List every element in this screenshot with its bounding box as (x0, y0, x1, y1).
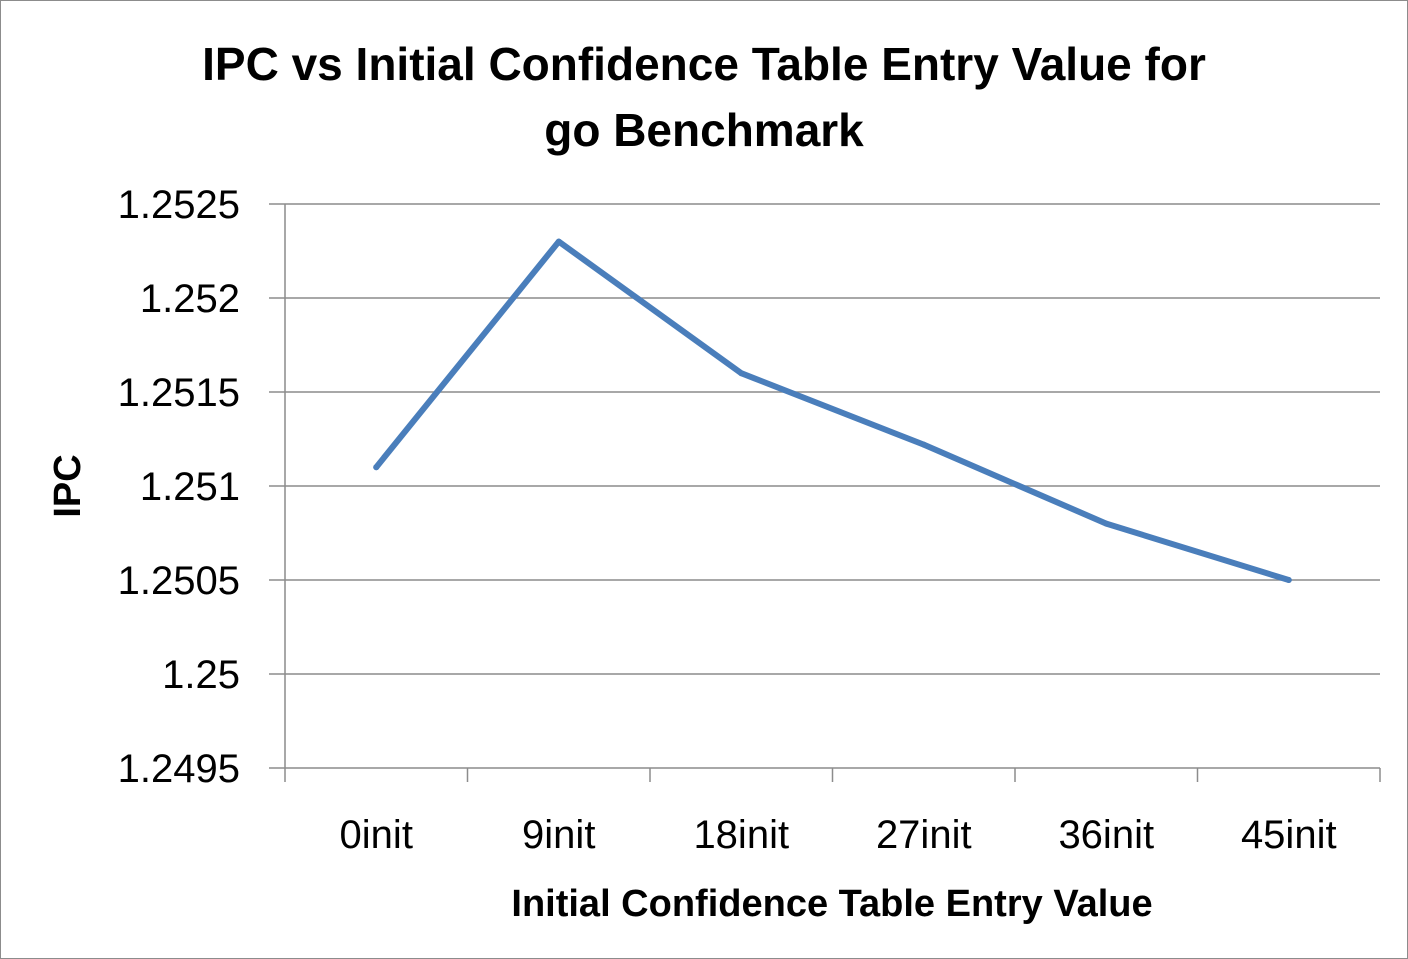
data-point (920, 441, 927, 448)
data-point (373, 464, 380, 471)
series-line (373, 238, 1292, 583)
x-tick-label: 0init (340, 813, 413, 857)
x-tick-label: 45init (1241, 813, 1337, 857)
y-tick-label: 1.251 (140, 465, 240, 509)
data-point (555, 238, 562, 245)
y-tick-label: 1.2515 (118, 371, 240, 415)
x-tick-label: 9init (522, 813, 595, 857)
y-tick-label: 1.25 (162, 653, 240, 697)
y-axis-title: IPC (47, 454, 89, 517)
chart-title-line-1: IPC vs Initial Confidence Table Entry Va… (202, 38, 1206, 90)
series (373, 238, 1292, 583)
x-tick-label: 18init (693, 813, 789, 857)
y-tick-label: 1.2525 (118, 183, 240, 227)
x-axis-title: Initial Confidence Table Entry Value (511, 883, 1152, 925)
data-point (1103, 520, 1110, 527)
chart-title-line-2: go Benchmark (544, 104, 864, 156)
y-tick-label: 1.2505 (118, 559, 240, 603)
x-tick-label: 27init (876, 813, 972, 857)
axes (269, 203, 1381, 782)
y-tick-label: 1.252 (140, 277, 240, 321)
data-point (738, 370, 745, 377)
x-tick-label: 36init (1058, 813, 1154, 857)
data-point (1285, 577, 1292, 583)
y-tick-labels: 1.2495 1.25 1.2505 1.251 1.2515 1.252 1.2525 (118, 183, 240, 791)
y-tick-label: 1.2495 (118, 747, 240, 791)
gridlines (285, 203, 1380, 675)
x-tick-labels: 0init 9init 18init 27init 36init 45init (340, 813, 1337, 857)
